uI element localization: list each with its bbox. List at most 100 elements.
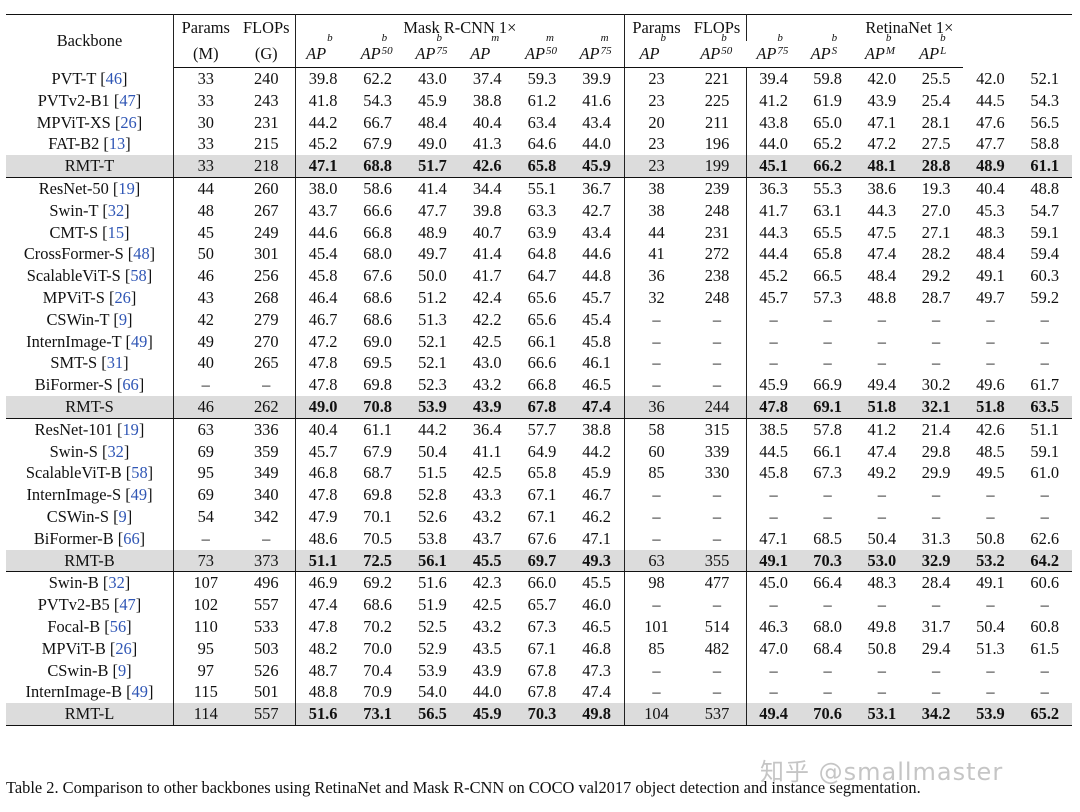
table-cell: 61.9: [813, 90, 842, 110]
backbone-label: CMT-S: [49, 222, 99, 242]
citation-link[interactable]: 31: [106, 353, 124, 373]
table-cell: 50.4: [976, 616, 1005, 636]
citation-link[interactable]: 48: [133, 244, 150, 264]
table-row: Swin-B [32] 107 496 46.9 69.2 51.6 42.3 66.0 45.…: [6, 571, 1072, 595]
table-cell: 47.1: [867, 112, 897, 132]
table-cell: 52.5: [418, 616, 447, 636]
table-cell: 64.8: [527, 244, 557, 264]
metric-subscript: L: [940, 45, 947, 57]
citation-link[interactable]: 66: [123, 528, 140, 548]
citation-link[interactable]: 58: [130, 266, 147, 286]
citation-link[interactable]: 13: [108, 134, 126, 154]
table-caption: Table 2. Comparison to other backbones u…: [6, 778, 921, 797]
table-cell: 45.9: [418, 90, 447, 110]
table-cell: 60: [648, 441, 665, 461]
metric-superscript: b: [436, 32, 442, 44]
table-cell: 46.8: [308, 463, 338, 483]
citation-link[interactable]: 26: [115, 638, 132, 658]
table-cell: 97: [197, 660, 214, 680]
table-cell: –: [932, 660, 941, 680]
table-cell: 38.8: [569, 417, 625, 441]
table-cell: 49.8: [569, 703, 625, 726]
table-row: InternImage-T [49] 49 270 47.2 69.0 52.1 42.5 6…: [6, 330, 1072, 353]
table-cell: 256: [237, 265, 296, 287]
citation-link[interactable]: 47: [119, 595, 136, 615]
table-cell: 66.8: [363, 222, 392, 242]
citation-link[interactable]: 9: [117, 660, 127, 680]
table-cell: 315: [688, 417, 747, 441]
metric-base: AP: [700, 44, 721, 63]
table-cell: 46.4: [308, 287, 338, 307]
citation-link[interactable]: 58: [131, 463, 148, 483]
citation-link[interactable]: 32: [107, 441, 124, 461]
table-cell: –: [769, 331, 778, 351]
citation-link[interactable]: 9: [118, 309, 128, 329]
table-cell: 50: [197, 244, 214, 264]
citation-link[interactable]: 49: [130, 485, 148, 505]
table-cell: –: [823, 595, 832, 615]
table-cell: 45.4: [308, 244, 338, 264]
backbone-label: CSWin-S: [46, 506, 109, 526]
table-cell: 69.8: [363, 375, 392, 395]
citation-link[interactable]: 32: [107, 200, 125, 220]
table-cell: 54.0: [418, 682, 447, 702]
table-cell: 61.7: [1030, 375, 1060, 395]
table-cell: 50.8: [867, 638, 897, 658]
table-cell: 67.9: [363, 441, 392, 461]
citation-link[interactable]: 19: [122, 419, 139, 439]
table-cell: –: [986, 331, 995, 351]
table-cell: 41.1: [472, 441, 502, 461]
table-cell: 54.3: [363, 90, 392, 110]
table-cell: 267: [237, 199, 296, 222]
table-cell: 47.8: [308, 353, 338, 373]
backbone-label: ScalableViT-S: [26, 266, 121, 286]
citation-link[interactable]: 66: [122, 375, 139, 395]
table-cell: 46.7: [569, 484, 625, 506]
citation-link[interactable]: 26: [120, 112, 137, 132]
table-cell: 49.1: [746, 549, 801, 573]
table-cell: 44: [648, 222, 665, 242]
table-cell: 45.4: [569, 308, 625, 331]
citation-link[interactable]: 49: [131, 682, 148, 702]
backbone-label: BiFormer-B: [33, 528, 114, 548]
backbone-name: Swin-T [32]: [6, 199, 174, 222]
metric-subscript: 75: [436, 45, 448, 57]
table-cell: 68.6: [363, 287, 392, 307]
backbone-label: InternImage-B: [25, 682, 123, 702]
table-cell: –: [877, 660, 886, 680]
retina-metric-header: AP b 75: [746, 32, 801, 68]
table-cell: 46.5: [569, 615, 625, 638]
table-cell: 52.6: [418, 506, 447, 526]
metric-subscript: 75: [600, 45, 612, 57]
table-cell: 47.5: [867, 222, 897, 242]
table-cell: –: [1040, 331, 1049, 351]
backbone-name: Swin-B [32]: [6, 571, 174, 595]
table-row: CMT-S [15] 45 249 44.6 66.8 48.9 40.7 63.9 43.4 4…: [6, 221, 1072, 244]
table-cell: 36.7: [569, 176, 625, 200]
table-cell: 47.8: [746, 395, 801, 419]
table-cell: 57.8: [800, 417, 855, 441]
table-cell: 63.1: [813, 200, 842, 220]
table-cell: 102: [193, 595, 219, 615]
table-cell: 279: [237, 308, 296, 331]
citation-link[interactable]: 26: [114, 287, 131, 307]
metric-base: AP: [756, 44, 777, 63]
table-cell: 301: [237, 243, 296, 266]
citation-link[interactable]: 56: [109, 616, 127, 636]
table-cell: 33: [197, 90, 214, 110]
table-cell: 46.8: [569, 637, 625, 660]
table-cell: 45.3: [976, 200, 1005, 220]
backbone-name: CSWin-S [9]: [6, 505, 174, 528]
citation-link[interactable]: 32: [108, 573, 125, 593]
citation-link[interactable]: 9: [118, 506, 127, 526]
table-cell: 43: [197, 287, 214, 307]
table-cell: 240: [237, 67, 296, 90]
citation-link[interactable]: 15: [107, 222, 125, 242]
citation-link[interactable]: 49: [130, 331, 148, 351]
table-cell: 51.3: [418, 309, 447, 329]
citation-link[interactable]: 47: [119, 90, 136, 110]
table-cell: 28.2: [921, 244, 951, 264]
table-cell: 36.3: [746, 176, 801, 200]
citation-link[interactable]: 19: [118, 178, 135, 198]
citation-link[interactable]: 46: [105, 68, 123, 88]
